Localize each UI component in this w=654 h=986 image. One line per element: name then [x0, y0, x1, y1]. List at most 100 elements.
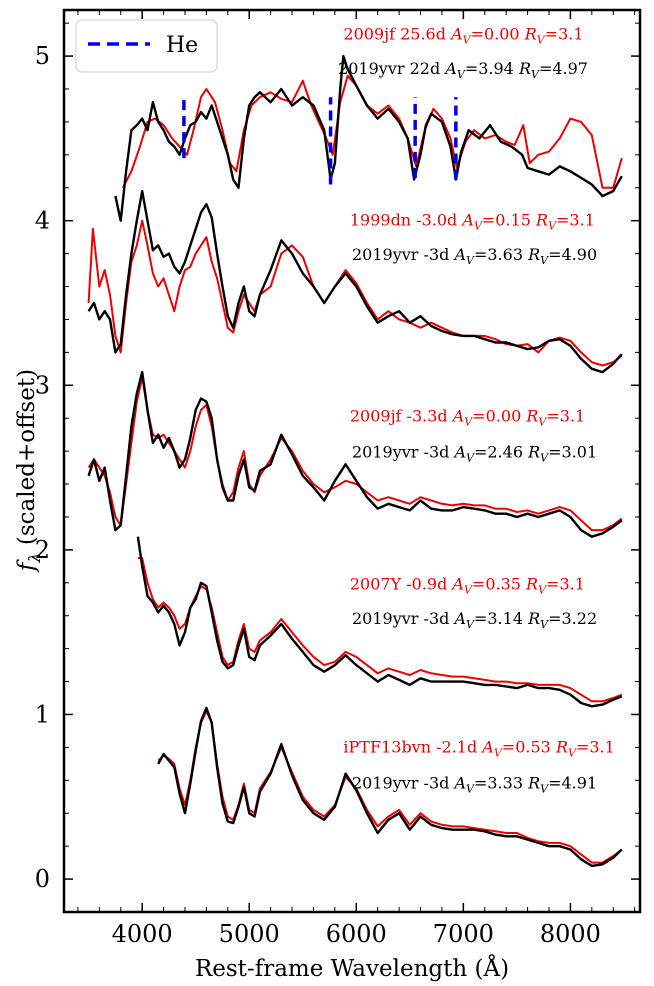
annotation-4-part-6: =3.1	[546, 406, 585, 425]
annotation-1-part-1: A	[443, 59, 457, 78]
annotation-2-part-0: 1999dn -3.0d	[350, 211, 463, 230]
annotation-4-part-4: R	[525, 406, 538, 425]
annotation-7-part-6: =3.22	[548, 609, 597, 628]
annotation-1-part-3: =3.94	[465, 59, 519, 78]
annotation-8-part-6: =3.1	[576, 737, 615, 756]
y-axis-label-sub: λ	[25, 552, 44, 563]
annotation-4-part-2: V	[464, 415, 473, 428]
annotation-6-part-0: 2007Y -0.9d	[350, 574, 453, 593]
y-axis-label: fλ (scaled+offset)	[14, 369, 44, 573]
annotation-0-part-6: =3.1	[545, 25, 584, 44]
x-tick-label-1: 5000	[219, 920, 280, 948]
annotation-4-part-0: 2009jf -3.3d	[350, 406, 453, 425]
annotation-6-part-4: R	[525, 574, 538, 593]
annotation-7: 2019yvr -3d AV=3.14 RV=3.22	[352, 609, 597, 631]
annotation-7-part-2: V	[466, 618, 475, 631]
annotation-3: 2019yvr -3d AV=3.63 RV=4.90	[352, 245, 597, 267]
annotation-5-part-0: 2019yvr -3d	[352, 443, 454, 462]
annotation-3-part-3: =3.63	[474, 245, 528, 264]
annotation-2-part-1: A	[460, 211, 474, 230]
annotation-7-part-0: 2019yvr -3d	[352, 609, 454, 628]
series-line-3	[87, 189, 623, 374]
annotation-4-part-1: A	[451, 406, 465, 425]
annotation-7-part-4: R	[527, 609, 540, 628]
annotation-7-part-5: V	[540, 618, 549, 631]
annotation-8: iPTF13bvn -2.1d AV=0.53 RV=3.1	[343, 737, 614, 759]
annotation-2-part-4: R	[535, 211, 548, 230]
annotation-2-part-6: =3.1	[556, 211, 595, 230]
annotation-0-part-3: =0.00	[471, 25, 525, 44]
annotation-0-part-0: 2009jf 25.6d	[343, 25, 451, 44]
annotation-5-part-5: V	[540, 452, 549, 465]
annotation-3-part-0: 2019yvr -3d	[352, 245, 454, 264]
series-line-5	[87, 370, 623, 538]
annotation-0-part-2: V	[463, 34, 472, 47]
annotation-1-part-5: V	[531, 68, 540, 81]
y-axis-label-main: f	[14, 559, 40, 573]
annotation-7-part-3: =3.14	[474, 609, 528, 628]
y-tick-label-3: 3	[35, 371, 50, 399]
series-line-2	[87, 219, 623, 367]
annotation-0-part-4: R	[524, 25, 537, 44]
annotation-4-part-3: =0.00	[472, 406, 526, 425]
x-tick-label-0: 4000	[112, 920, 173, 948]
annotation-0: 2009jf 25.6d AV=0.00 RV=3.1	[343, 25, 583, 47]
annotation-3-part-1: A	[452, 245, 466, 264]
series-line-0	[122, 74, 623, 189]
annotation-0-part-5: V	[537, 34, 546, 47]
tick-layer: 4000 5000 6000 7000 8000 0 1 2 3 4 5	[35, 10, 640, 948]
annotation-3-part-5: V	[540, 254, 549, 267]
annotation-1-part-0: 2019yvr 22d	[338, 59, 445, 78]
series-line-9	[157, 706, 623, 868]
annotation-9-part-1: A	[452, 774, 466, 793]
annotation-5: 2019yvr -3d AV=2.46 RV=3.01	[352, 443, 597, 465]
annotation-6-part-2: V	[464, 583, 473, 596]
annotation-9-part-0: 2019yvr -3d	[352, 774, 454, 793]
annotation-2: 1999dn -3.0d AV=0.15 RV=3.1	[350, 211, 595, 233]
x-tick-label-2: 6000	[326, 920, 387, 948]
annotation-4-part-5: V	[538, 415, 547, 428]
annotation-9-part-2: V	[466, 783, 475, 796]
x-tick-label-3: 7000	[433, 920, 494, 948]
annotation-8-part-2: V	[494, 746, 503, 759]
annotation-7-part-1: A	[452, 609, 466, 628]
legend: He	[75, 19, 218, 73]
annotation-3-part-6: =4.90	[548, 245, 597, 264]
annotation-5-part-3: =2.46	[474, 443, 528, 462]
annotation-1-part-4: R	[518, 59, 531, 78]
annotation-9-part-5: V	[540, 783, 549, 796]
annotation-1-part-6: =4.97	[539, 59, 588, 78]
series-line-7	[136, 536, 623, 708]
legend-he-label: He	[166, 33, 198, 58]
annotation-1-part-2: V	[457, 68, 466, 81]
annotation-3-part-4: R	[527, 245, 540, 264]
annotation-6: 2007Y -0.9d AV=0.35 RV=3.1	[350, 574, 585, 596]
annotation-8-part-3: =0.53	[502, 737, 556, 756]
annotation-9-part-6: =4.91	[548, 774, 597, 793]
annotation-5-part-4: R	[527, 443, 540, 462]
annotation-2-part-3: =0.15	[482, 211, 536, 230]
annotation-5-part-1: A	[452, 443, 466, 462]
y-tick-label-2: 2	[35, 536, 50, 564]
annotation-9: 2019yvr -3d AV=3.33 RV=4.91	[352, 774, 597, 796]
annotation-8-part-1: A	[480, 737, 494, 756]
y-tick-label-1: 1	[35, 700, 50, 728]
he-lines-layer	[182, 97, 458, 185]
x-tick-label-4: 8000	[540, 920, 601, 948]
plot-frame	[62, 8, 642, 914]
annotation-9-part-4: R	[527, 774, 540, 793]
legend-box	[75, 19, 218, 73]
y-tick-label-5: 5	[35, 42, 50, 70]
annotation-5-part-6: =3.01	[548, 443, 597, 462]
y-axis-label-rest: (scaled+offset)	[14, 369, 40, 552]
x-axis-label: Rest-frame Wavelength (Å)	[195, 954, 509, 982]
annotation-2-part-5: V	[548, 220, 557, 233]
y-tick-label-0: 0	[35, 865, 50, 893]
annotation-8-part-0: iPTF13bvn -2.1d	[343, 737, 482, 756]
annotation-6-part-6: =3.1	[546, 574, 585, 593]
annotation-0-part-1: A	[449, 25, 463, 44]
annotation-1: 2019yvr 22d AV=3.94 RV=4.97	[338, 59, 588, 81]
annotation-3-part-2: V	[466, 254, 475, 267]
